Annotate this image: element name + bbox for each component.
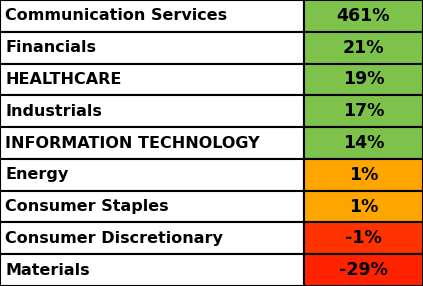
Text: INFORMATION TECHNOLOGY: INFORMATION TECHNOLOGY xyxy=(5,136,260,150)
Bar xyxy=(0,0,304,32)
Text: 461%: 461% xyxy=(337,7,390,25)
Text: -29%: -29% xyxy=(339,261,388,279)
Text: HEALTHCARE: HEALTHCARE xyxy=(5,72,121,87)
Text: 17%: 17% xyxy=(343,102,384,120)
Bar xyxy=(304,32,423,63)
Text: 19%: 19% xyxy=(343,70,384,88)
Text: Materials: Materials xyxy=(5,263,90,278)
Text: Consumer Discretionary: Consumer Discretionary xyxy=(5,231,223,246)
Bar xyxy=(0,95,304,127)
Text: Industrials: Industrials xyxy=(5,104,102,119)
Bar xyxy=(0,159,304,191)
Bar xyxy=(304,63,423,95)
Bar xyxy=(0,127,304,159)
Text: Communication Services: Communication Services xyxy=(5,8,227,23)
Bar xyxy=(0,32,304,63)
Bar xyxy=(304,254,423,286)
Bar xyxy=(304,95,423,127)
Bar xyxy=(0,254,304,286)
Bar xyxy=(0,223,304,254)
Text: -1%: -1% xyxy=(345,229,382,247)
Text: 1%: 1% xyxy=(349,198,378,216)
Text: Consumer Staples: Consumer Staples xyxy=(5,199,169,214)
Bar xyxy=(304,0,423,32)
Text: Energy: Energy xyxy=(5,167,69,182)
Bar xyxy=(304,159,423,191)
Text: 14%: 14% xyxy=(343,134,384,152)
Text: Financials: Financials xyxy=(5,40,96,55)
Bar xyxy=(304,127,423,159)
Bar xyxy=(0,191,304,223)
Text: 21%: 21% xyxy=(343,39,384,57)
Bar xyxy=(0,63,304,95)
Text: 1%: 1% xyxy=(349,166,378,184)
Bar xyxy=(304,191,423,223)
Bar xyxy=(304,223,423,254)
